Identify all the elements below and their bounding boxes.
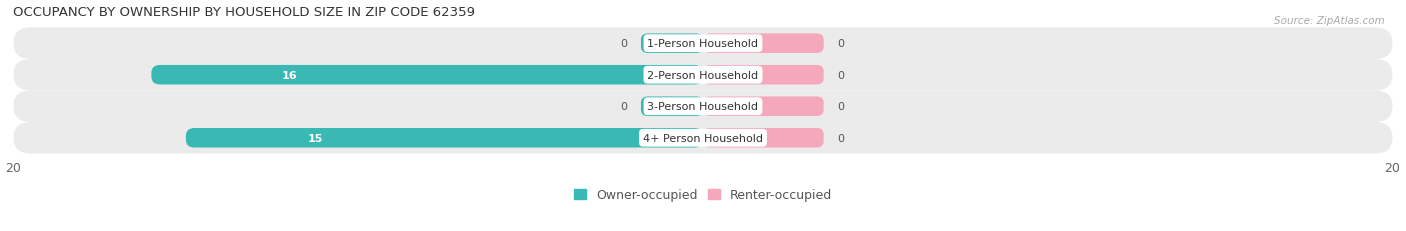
- Text: 0: 0: [838, 102, 845, 112]
- FancyBboxPatch shape: [14, 28, 1392, 60]
- Text: 3-Person Household: 3-Person Household: [648, 102, 758, 112]
- Text: 2-Person Household: 2-Person Household: [647, 70, 759, 80]
- FancyBboxPatch shape: [703, 66, 824, 85]
- FancyBboxPatch shape: [14, 122, 1392, 154]
- FancyBboxPatch shape: [152, 66, 703, 85]
- Text: 0: 0: [620, 39, 627, 49]
- Text: Source: ZipAtlas.com: Source: ZipAtlas.com: [1274, 16, 1385, 26]
- Text: OCCUPANCY BY OWNERSHIP BY HOUSEHOLD SIZE IN ZIP CODE 62359: OCCUPANCY BY OWNERSHIP BY HOUSEHOLD SIZE…: [14, 6, 475, 18]
- FancyBboxPatch shape: [703, 128, 824, 148]
- Text: 15: 15: [308, 133, 323, 143]
- FancyBboxPatch shape: [703, 34, 824, 54]
- Text: 16: 16: [281, 70, 297, 80]
- Text: 0: 0: [838, 70, 845, 80]
- Text: 0: 0: [838, 133, 845, 143]
- Text: 1-Person Household: 1-Person Household: [648, 39, 758, 49]
- FancyBboxPatch shape: [641, 97, 703, 116]
- Text: 4+ Person Household: 4+ Person Household: [643, 133, 763, 143]
- FancyBboxPatch shape: [703, 97, 824, 116]
- FancyBboxPatch shape: [14, 91, 1392, 122]
- Text: 0: 0: [838, 39, 845, 49]
- Text: 0: 0: [620, 102, 627, 112]
- FancyBboxPatch shape: [186, 128, 703, 148]
- FancyBboxPatch shape: [641, 34, 703, 54]
- Legend: Owner-occupied, Renter-occupied: Owner-occupied, Renter-occupied: [568, 183, 838, 206]
- FancyBboxPatch shape: [14, 60, 1392, 91]
